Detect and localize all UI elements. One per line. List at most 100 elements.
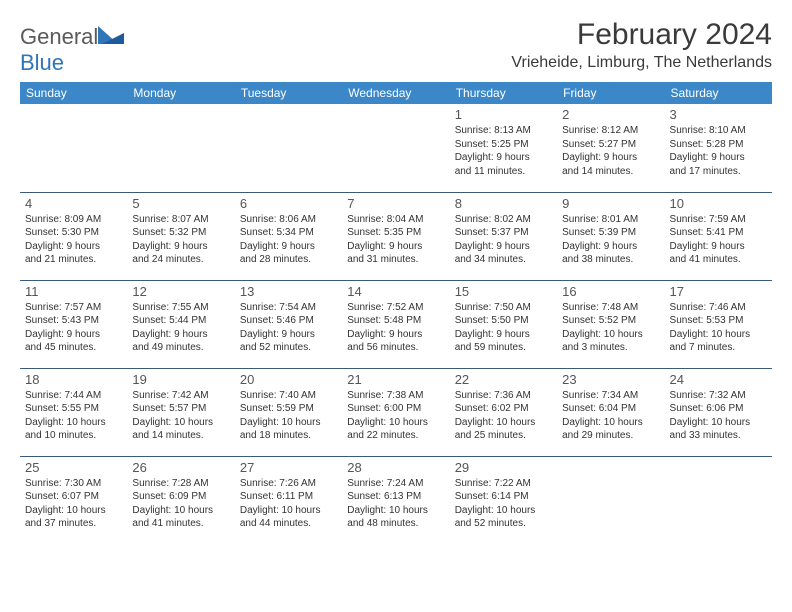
day-d1: Daylight: 10 hours [347, 416, 444, 430]
weekday-monday: Monday [127, 82, 234, 104]
day-details: Sunrise: 7:55 AMSunset: 5:44 PMDaylight:… [132, 301, 229, 355]
day-d1: Daylight: 9 hours [132, 328, 229, 342]
day-details: Sunrise: 7:44 AMSunset: 5:55 PMDaylight:… [25, 389, 122, 443]
day-ss: Sunset: 5:48 PM [347, 314, 444, 328]
day-d2: and 17 minutes. [670, 165, 767, 179]
day-sr: Sunrise: 7:22 AM [455, 477, 552, 491]
day-number: 27 [240, 460, 337, 475]
day-d2: and 25 minutes. [455, 429, 552, 443]
day-sr: Sunrise: 7:50 AM [455, 301, 552, 315]
day-details: Sunrise: 8:06 AMSunset: 5:34 PMDaylight:… [240, 213, 337, 267]
day-d1: Daylight: 10 hours [132, 416, 229, 430]
calendar: Sunday Monday Tuesday Wednesday Thursday… [20, 82, 772, 544]
day-ss: Sunset: 6:14 PM [455, 490, 552, 504]
calendar-cell: 24Sunrise: 7:32 AMSunset: 6:06 PMDayligh… [665, 368, 772, 456]
weekday-thursday: Thursday [450, 82, 557, 104]
day-details: Sunrise: 7:26 AMSunset: 6:11 PMDaylight:… [240, 477, 337, 531]
day-sr: Sunrise: 8:06 AM [240, 213, 337, 227]
day-d1: Daylight: 9 hours [455, 328, 552, 342]
calendar-body: 1Sunrise: 8:13 AMSunset: 5:25 PMDaylight… [20, 104, 772, 544]
calendar-cell: 1Sunrise: 8:13 AMSunset: 5:25 PMDaylight… [450, 104, 557, 192]
day-sr: Sunrise: 7:54 AM [240, 301, 337, 315]
day-details: Sunrise: 7:34 AMSunset: 6:04 PMDaylight:… [562, 389, 659, 443]
logo-flag-icon [98, 26, 124, 46]
day-sr: Sunrise: 7:26 AM [240, 477, 337, 491]
calendar-cell: 12 Sunrise: 7:55 AMSunset: 5:44 PMDayligh… [127, 280, 234, 368]
day-number: 6 [240, 196, 337, 211]
day-details: Sunrise: 7:30 AMSunset: 6:07 PMDaylight:… [25, 477, 122, 531]
day-sr: Sunrise: 8:12 AM [562, 124, 659, 138]
day-sr: Sunrise: 7:57 AM [25, 301, 122, 315]
calendar-cell: 18Sunrise: 7:44 AMSunset: 5:55 PMDayligh… [20, 368, 127, 456]
day-d2: and 14 minutes. [562, 165, 659, 179]
day-d2: and 33 minutes. [670, 429, 767, 443]
day-sr: Sunrise: 7:46 AM [670, 301, 767, 315]
day-ss: Sunset: 6:04 PM [562, 402, 659, 416]
day-number: 3 [670, 107, 767, 122]
day-sr: Sunrise: 7:34 AM [562, 389, 659, 403]
day-ss: Sunset: 6:06 PM [670, 402, 767, 416]
calendar-cell [127, 104, 234, 192]
day-d2: and 56 minutes. [347, 341, 444, 355]
calendar-cell: 10 Sunrise: 7:59 AMSunset: 5:41 PMDayligh… [665, 192, 772, 280]
day-number: 16 [562, 284, 659, 299]
day-sr: Sunrise: 7:40 AM [240, 389, 337, 403]
day-d2: and 31 minutes. [347, 253, 444, 267]
day-ss: Sunset: 6:11 PM [240, 490, 337, 504]
weekday-header-row: Sunday Monday Tuesday Wednesday Thursday… [20, 82, 772, 104]
day-details: Sunrise: 8:12 AMSunset: 5:27 PMDaylight:… [562, 124, 659, 178]
day-d2: and 38 minutes. [562, 253, 659, 267]
location: Vrieheide, Limburg, The Netherlands [511, 54, 772, 72]
day-number: 21 [347, 372, 444, 387]
day-details: Sunrise: 7:22 AMSunset: 6:14 PMDaylight:… [455, 477, 552, 531]
day-number: 2 [562, 107, 659, 122]
day-details: Sunrise: 7:28 AMSunset: 6:09 PMDaylight:… [132, 477, 229, 531]
calendar-cell: 13Sunrise: 7:54 AMSunset: 5:46 PMDayligh… [235, 280, 342, 368]
day-d1: Daylight: 10 hours [455, 504, 552, 518]
calendar-cell: 16Sunrise: 7:48 AMSunset: 5:52 PMDayligh… [557, 280, 664, 368]
calendar-row: 1Sunrise: 8:13 AMSunset: 5:25 PMDaylight… [20, 104, 772, 192]
day-number: 10 [670, 196, 767, 211]
calendar-cell: 14Sunrise: 7:52 AMSunset: 5:48 PMDayligh… [342, 280, 449, 368]
day-d2: and 29 minutes. [562, 429, 659, 443]
day-number: 5 [132, 196, 229, 211]
day-d1: Daylight: 10 hours [25, 416, 122, 430]
calendar-cell: 2 Sunrise: 8:12 AMSunset: 5:27 PMDaylight… [557, 104, 664, 192]
day-number: 20 [240, 372, 337, 387]
day-d1: Daylight: 9 hours [670, 240, 767, 254]
day-d1: Daylight: 9 hours [455, 240, 552, 254]
calendar-cell: 5 Sunrise: 8:07 AMSunset: 5:32 PMDaylight… [127, 192, 234, 280]
calendar-cell: 29 Sunrise: 7:22 AMSunset: 6:14 PMDayligh… [450, 456, 557, 544]
day-number: 12 [132, 284, 229, 299]
day-ss: Sunset: 5:25 PM [455, 138, 552, 152]
day-d2: and 21 minutes. [25, 253, 122, 267]
day-d2: and 22 minutes. [347, 429, 444, 443]
day-ss: Sunset: 5:55 PM [25, 402, 122, 416]
day-details: Sunrise: 7:32 AMSunset: 6:06 PMDaylight:… [670, 389, 767, 443]
day-number: 4 [25, 196, 122, 211]
day-details: Sunrise: 7:38 AMSunset: 6:00 PMDaylight:… [347, 389, 444, 443]
weekday-wednesday: Wednesday [342, 82, 449, 104]
calendar-cell: 25Sunrise: 7:30 AMSunset: 6:07 PMDayligh… [20, 456, 127, 544]
day-details: Sunrise: 7:42 AMSunset: 5:57 PMDaylight:… [132, 389, 229, 443]
calendar-cell: 19Sunrise: 7:42 AMSunset: 5:57 PMDayligh… [127, 368, 234, 456]
day-d1: Daylight: 9 hours [240, 240, 337, 254]
day-d2: and 37 minutes. [25, 517, 122, 531]
day-details: Sunrise: 8:07 AMSunset: 5:32 PMDaylight:… [132, 213, 229, 267]
day-d1: Daylight: 10 hours [562, 416, 659, 430]
day-details: Sunrise: 7:59 AMSunset: 5:41 PMDaylight:… [670, 213, 767, 267]
day-details: Sunrise: 8:02 AMSunset: 5:37 PMDaylight:… [455, 213, 552, 267]
day-d1: Daylight: 9 hours [562, 240, 659, 254]
day-number: 17 [670, 284, 767, 299]
day-d2: and 41 minutes. [670, 253, 767, 267]
day-sr: Sunrise: 8:01 AM [562, 213, 659, 227]
calendar-cell: 17Sunrise: 7:46 AMSunset: 5:53 PMDayligh… [665, 280, 772, 368]
day-number: 15 [455, 284, 552, 299]
day-ss: Sunset: 5:50 PM [455, 314, 552, 328]
weekday-friday: Friday [557, 82, 664, 104]
day-d1: Daylight: 10 hours [132, 504, 229, 518]
day-sr: Sunrise: 8:02 AM [455, 213, 552, 227]
day-sr: Sunrise: 7:44 AM [25, 389, 122, 403]
day-d1: Daylight: 9 hours [455, 151, 552, 165]
day-number: 29 [455, 460, 552, 475]
